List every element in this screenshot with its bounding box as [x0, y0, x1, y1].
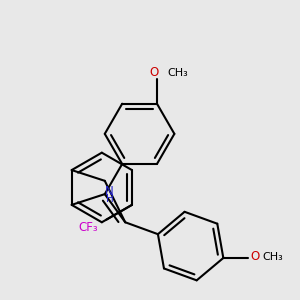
Text: H: H — [106, 194, 113, 204]
Text: CH₃: CH₃ — [262, 252, 283, 262]
Text: CF₃: CF₃ — [79, 221, 98, 234]
Text: O: O — [250, 250, 260, 263]
Text: O: O — [150, 66, 159, 79]
Text: N: N — [105, 185, 114, 198]
Text: CH₃: CH₃ — [168, 68, 188, 78]
